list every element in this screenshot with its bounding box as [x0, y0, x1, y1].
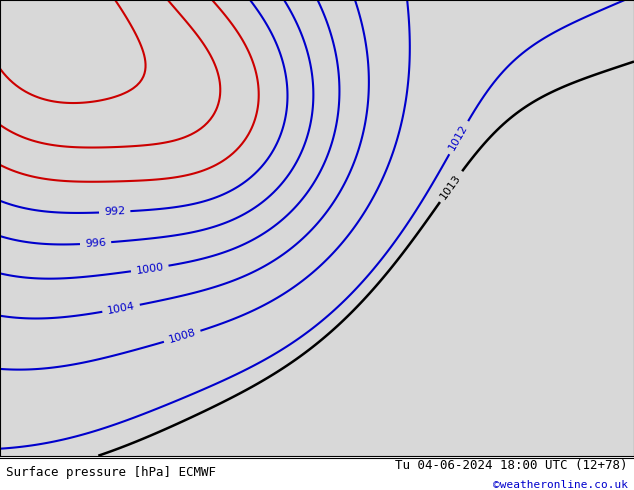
Text: Tu 04-06-2024 18:00 UTC (12+78): Tu 04-06-2024 18:00 UTC (12+78): [395, 459, 628, 472]
Text: Surface pressure [hPa] ECMWF: Surface pressure [hPa] ECMWF: [6, 466, 216, 479]
Text: 1000: 1000: [135, 262, 164, 276]
Text: ©weatheronline.co.uk: ©weatheronline.co.uk: [493, 480, 628, 490]
Text: 992: 992: [104, 206, 126, 218]
Text: 1004: 1004: [107, 301, 136, 316]
Text: 996: 996: [85, 238, 107, 249]
Text: 1008: 1008: [167, 328, 197, 345]
Text: 1013: 1013: [439, 172, 463, 201]
Text: 1012: 1012: [448, 123, 470, 152]
